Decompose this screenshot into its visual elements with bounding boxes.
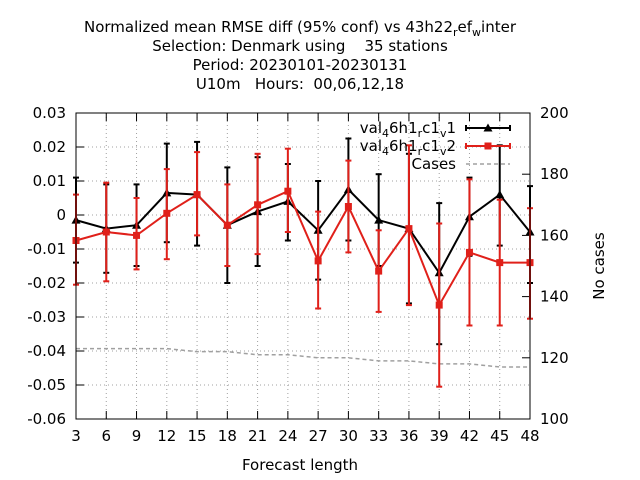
point-v2 <box>133 231 141 239</box>
point-v2 <box>435 301 443 309</box>
series-v2 <box>72 144 534 388</box>
plot-frame <box>75 112 531 420</box>
x-tick-label: 42 <box>460 427 479 445</box>
series-line-v1 <box>75 187 531 275</box>
y-tick-label: -0.04 <box>27 342 66 360</box>
y-tick-label: 0 <box>56 206 66 224</box>
y2-tick-label: 140 <box>540 288 569 306</box>
y-tick-label: 0.02 <box>33 138 66 156</box>
chart-title-line-1: Normalized mean RMSE diff (95% conf) vs … <box>84 18 517 39</box>
y2-tick-label: 160 <box>540 226 569 244</box>
x-tick-label: 24 <box>278 427 297 445</box>
point-v2 <box>405 225 413 233</box>
x-tick-label: 27 <box>309 427 328 445</box>
x-tick-label: 9 <box>132 427 142 445</box>
x-tick-label: 39 <box>430 427 449 445</box>
legend-label-v1: val46h1rc1v1 <box>360 119 456 140</box>
y-tick-label: -0.02 <box>27 274 66 292</box>
legend-samples <box>465 123 511 165</box>
x-tick-label: 3 <box>71 427 81 445</box>
legend-marker-v2 <box>484 142 492 150</box>
right-y-axis-label: No cases <box>590 232 608 300</box>
point-v2 <box>163 209 171 217</box>
point-v2 <box>102 228 110 236</box>
point-v2 <box>465 248 473 256</box>
y-tick-label: 0.01 <box>33 172 66 190</box>
x-tick-label: 36 <box>399 427 418 445</box>
axis-ticks: 0.03 0.02 0.01 0 -0.01 -0.02 -0.03 -0.04 -0.05 -0… <box>27 104 568 445</box>
x-tick-label: 33 <box>369 427 388 445</box>
y2-tick-label: 100 <box>540 410 569 428</box>
chart-title-line-3: Period: 20230101-20230131 <box>193 56 408 74</box>
y-tick-label: -0.06 <box>27 410 66 428</box>
series-line-cases <box>76 347 530 368</box>
point-v2 <box>223 221 231 229</box>
y-tick-label: -0.03 <box>27 308 66 326</box>
y2-tick-label: 120 <box>540 349 569 367</box>
x-tick-label: 48 <box>520 427 539 445</box>
series-layer <box>71 137 535 388</box>
y-tick-label: -0.01 <box>27 240 66 258</box>
legend-label-v2: val46h1rc1v2 <box>360 137 456 158</box>
y-tick-label: -0.05 <box>27 376 66 394</box>
y-tick-label: 0.03 <box>33 104 66 122</box>
series-v1 <box>71 137 535 346</box>
legend-marker-v1 <box>483 123 493 132</box>
x-tick-label: 21 <box>248 427 267 445</box>
point-v2 <box>496 259 504 267</box>
x-tick-label: 12 <box>157 427 176 445</box>
point-v2 <box>375 267 383 275</box>
y2-tick-label: 200 <box>540 104 569 122</box>
x-tick-label: 15 <box>188 427 207 445</box>
point-v2 <box>193 191 201 199</box>
x-tick-label: 6 <box>101 427 111 445</box>
x-tick-label: 30 <box>339 427 358 445</box>
chart-title-line-4: U10m Hours: 00,06,12,18 <box>196 75 404 93</box>
point-v2 <box>284 187 292 195</box>
x-tick-label: 45 <box>490 427 509 445</box>
chart-title-line-2: Selection: Denmark using 35 stations <box>152 37 448 55</box>
y2-tick-label: 180 <box>540 165 569 183</box>
point-v1 <box>374 215 384 224</box>
point-v2 <box>254 201 262 209</box>
series-line-v2 <box>75 189 530 308</box>
legend: val46h1rc1v1 val46h1rc1v2 Cases <box>360 119 511 173</box>
x-axis-label: Forecast length <box>242 456 358 474</box>
x-tick-label: 18 <box>218 427 237 445</box>
legend-label-cases: Cases <box>411 155 456 173</box>
point-v1 <box>495 190 505 199</box>
point-v2 <box>314 257 322 265</box>
point-v2 <box>344 203 352 210</box>
